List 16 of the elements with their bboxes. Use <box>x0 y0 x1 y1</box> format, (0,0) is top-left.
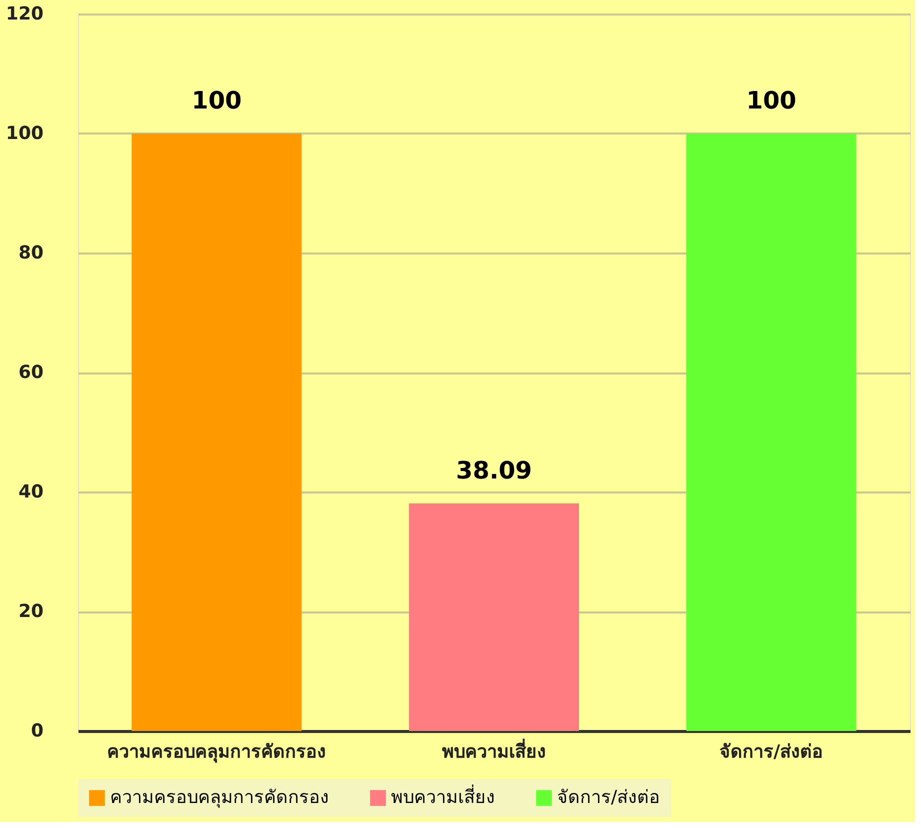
data-label: 38.09 <box>456 456 532 484</box>
y-tick-label: 80 <box>18 242 44 264</box>
y-tick-label: 100 <box>6 123 44 144</box>
x-tick-label: ความครอบคลุมการคัดกรอง <box>107 742 326 764</box>
data-label: 100 <box>746 86 796 114</box>
y-tick-label: 120 <box>6 4 44 24</box>
y-tick-label: 60 <box>18 362 44 383</box>
y-tick-label: 0 <box>30 720 44 742</box>
legend-label: พบความเสี่ยง <box>391 784 495 808</box>
x-tick-label: จัดการ/ส่งต่อ <box>720 742 824 762</box>
legend-label: ความครอบคลุมการคัดกรอง <box>110 787 329 808</box>
y-tick-label: 40 <box>18 482 44 502</box>
x-tick-label: พบความเสี่ยง <box>442 738 546 762</box>
legend-label: จัดการ/ส่งต่อ <box>557 787 660 808</box>
data-label: 100 <box>192 86 242 114</box>
y-tick-label: 20 <box>18 601 44 622</box>
